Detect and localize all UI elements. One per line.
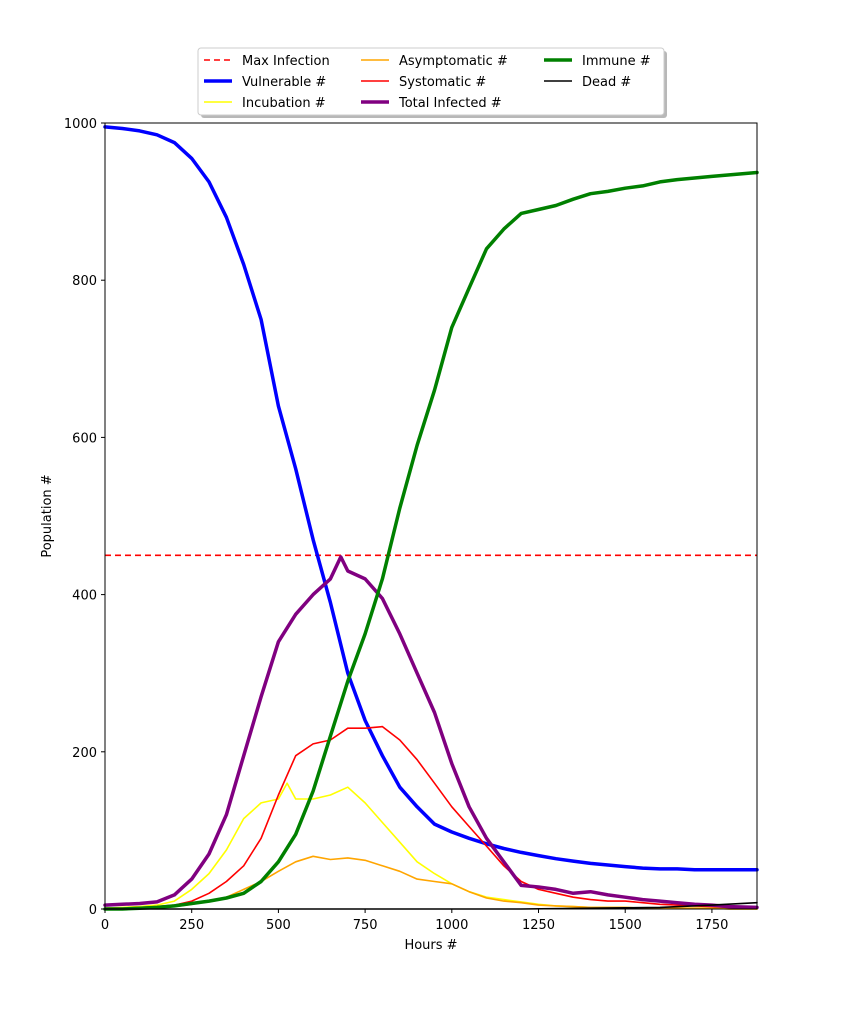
legend-label-dead: Dead # [582,75,631,90]
y-axis-label: Population # [40,474,55,557]
x-axis-label: Hours # [404,938,457,953]
y-tick-label: 1000 [64,117,97,132]
y-tick-label: 0 [89,903,97,918]
legend-label-asymptomatic: Asymptomatic # [399,54,508,69]
series-line-total-infected [103,555,759,910]
plot-frame [104,122,758,910]
x-axis-ticks: 0 250 500 750 1000 1250 1500 1750 [101,909,728,933]
legend-label-incubation: Incubation # [242,96,326,111]
y-tick-label: 200 [72,746,97,761]
x-tick-label: 1000 [435,918,468,933]
series-line-immune [103,170,759,911]
y-tick-label: 800 [72,274,97,289]
legend-entries: Max Infection Vulnerable # Incubation # Asy… [204,54,651,111]
legend: Max Infection Vulnerable # Incubation # Asy… [197,47,667,118]
x-tick-label: 500 [266,918,291,933]
y-axis-ticks: 0 200 400 600 800 1000 [64,117,105,918]
series-line-systomatic [104,725,758,910]
legend-label-immune: Immune # [582,54,651,69]
y-tick-label: 600 [72,431,97,446]
x-tick-label: 0 [101,918,109,933]
legend-label-systomatic: Systomatic # [399,75,486,90]
x-tick-label: 1750 [695,918,728,933]
x-tick-label: 750 [353,918,378,933]
x-tick-label: 1500 [609,918,642,933]
legend-box [197,47,665,116]
x-tick-label: 250 [179,918,204,933]
x-tick-label: 1250 [522,918,555,933]
plot-background [105,123,757,909]
y-tick-label: 400 [72,589,97,604]
legend-label-max-infection: Max Infection [242,54,330,69]
series-line-vulnerable [103,125,759,872]
series-layer [103,125,759,911]
legend-label-total-infected: Total Infected # [398,96,502,111]
legend-label-vulnerable: Vulnerable # [242,75,326,90]
